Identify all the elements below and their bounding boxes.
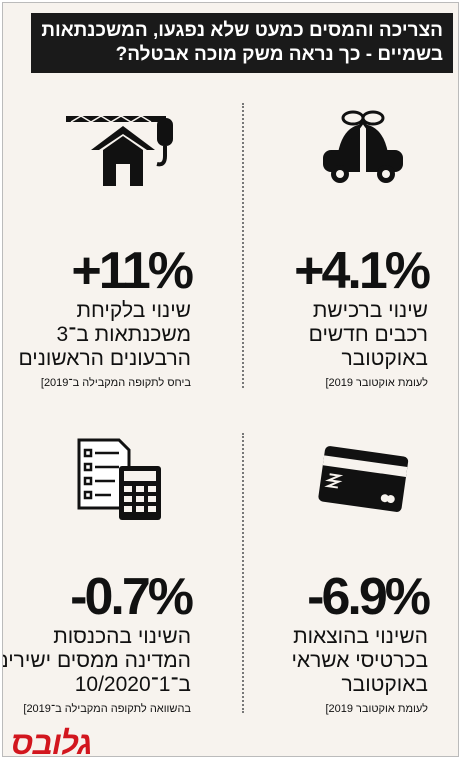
stat-description: המדינה ממסים ישירים xyxy=(2,649,191,672)
stat-panel: -0.7% השינוי בהכנסות המדינה ממסים ישירים ב־… xyxy=(2,568,194,717)
stat-description: משכנתאות ב־3 xyxy=(56,323,191,346)
stat-description: באוקטובר xyxy=(341,347,428,370)
calculator-icon xyxy=(77,438,161,520)
stat-panel: -6.9% השינוי בהוצאות בכרטיסי אשראי באוקטובר… xyxy=(248,568,431,717)
stat-description: השינוי בהוצאות xyxy=(293,625,428,648)
stat-description: השינוי בהכנסות xyxy=(53,625,191,648)
stat-value: +11% xyxy=(71,242,194,300)
stat-value: -6.9% xyxy=(307,568,431,626)
header-title: הצריכה והמסים כמעט שלא נפגעו, המשכנתאות xyxy=(41,20,443,41)
stat-note: בהשוואה לתקופה המקבילה ב־2019] xyxy=(23,703,191,715)
stat-note: ביחס לתקופה המקבילה ב־2019] xyxy=(40,377,191,389)
header-title: בשמיים - כך נראה משק מוכה אבטלה? xyxy=(115,44,443,65)
separator xyxy=(242,103,244,388)
stat-note: לעומת אוקטובר 2019] xyxy=(325,377,428,389)
stat-description: ב־1־10/2020 xyxy=(74,673,191,696)
logo: גלובס xyxy=(11,725,92,757)
stat-panel: +4.1% שינוי ברכישת רכבים חדשים באוקטובר לעומ… xyxy=(248,242,431,391)
stat-description: בכרטיסי אשראי xyxy=(291,649,428,672)
stat-description: שינוי ברכישת xyxy=(312,299,428,322)
house-icon xyxy=(66,115,173,186)
stat-value: +4.1% xyxy=(294,242,431,300)
card-icon xyxy=(318,446,409,512)
header: הצריכה והמסים כמעט שלא נפגעו, המשכנתאות … xyxy=(31,13,453,73)
stat-note: לעומת אוקטובר 2019] xyxy=(325,703,428,715)
separator xyxy=(242,433,244,713)
stat-value: -0.7% xyxy=(70,568,194,626)
stat-panel: +11% שינוי בלקיחת משכנתאות ב־3 הרבעונים הרא… xyxy=(18,242,194,391)
stat-description: באוקטובר xyxy=(341,673,428,696)
stat-description: שינוי בלקיחת xyxy=(76,299,191,322)
stat-description: הרבעונים הראשונים xyxy=(18,347,191,370)
car-icon xyxy=(323,110,403,183)
stat-description: רכבים חדשים xyxy=(308,323,428,346)
